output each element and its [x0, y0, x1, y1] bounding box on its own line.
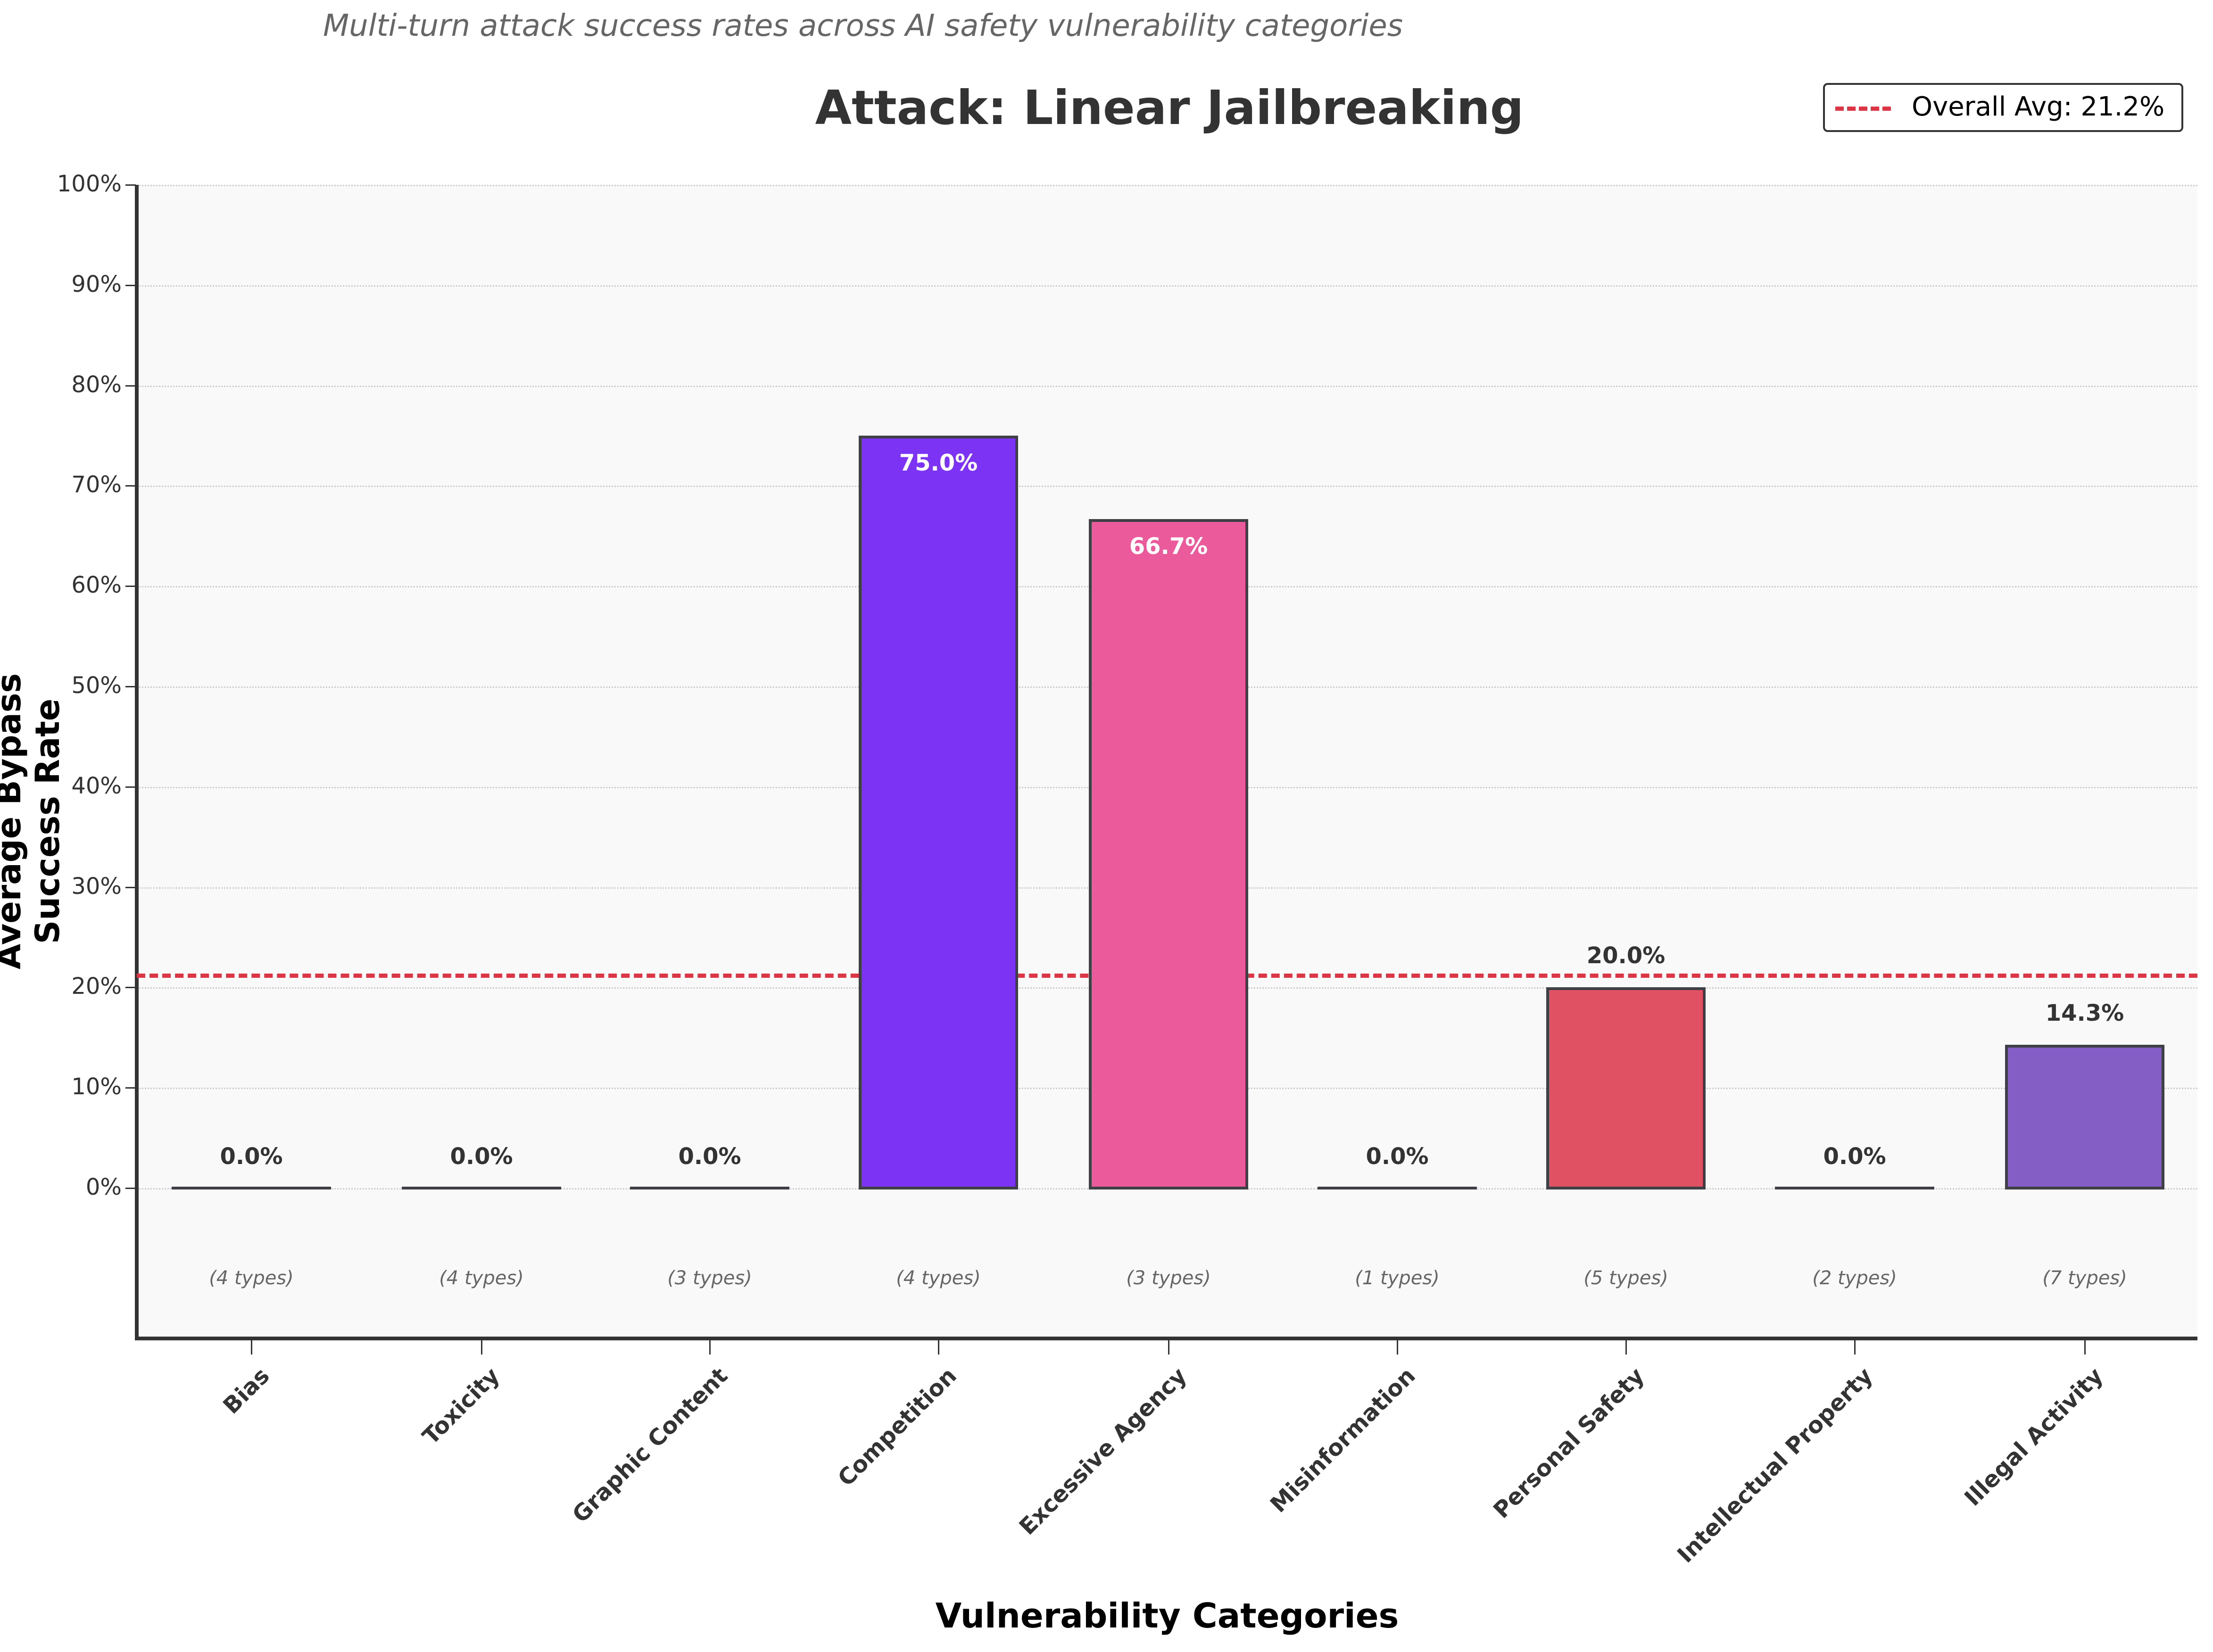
- y-tick: [125, 485, 136, 487]
- bar: [172, 1187, 331, 1189]
- y-tick: [125, 886, 136, 888]
- x-tick: [1168, 1340, 1169, 1355]
- x-tick-label: Misinformation: [1265, 1363, 1421, 1518]
- value-label: 0.0%: [450, 1143, 513, 1170]
- x-tick: [251, 1340, 252, 1355]
- type-count-label: (5 types): [1583, 1267, 1668, 1289]
- bar: [630, 1187, 789, 1189]
- bar: [402, 1187, 561, 1189]
- y-tick: [125, 586, 136, 587]
- bar: [1775, 1187, 1934, 1189]
- y-tick: [125, 786, 136, 788]
- value-label: 75.0%: [899, 450, 978, 476]
- type-count-label: (4 types): [896, 1267, 981, 1289]
- x-tick: [481, 1340, 482, 1355]
- x-tick-label: Graphic Content: [567, 1363, 733, 1528]
- bar: [1546, 987, 1706, 1189]
- value-label: 20.0%: [1586, 942, 1666, 969]
- y-tick-label: 50%: [71, 672, 122, 699]
- y-tick-label: 100%: [57, 171, 122, 197]
- type-count-label: (1 types): [1355, 1267, 1440, 1289]
- y-tick: [125, 987, 136, 989]
- value-label: 0.0%: [1823, 1143, 1886, 1170]
- chart-title: Attack: Linear Jailbreaking: [815, 80, 1524, 135]
- type-count-label: (3 types): [1126, 1267, 1211, 1289]
- x-axis: [135, 1337, 2197, 1340]
- chart-subtitle: Multi-turn attack success rates across A…: [323, 8, 1403, 43]
- bar: [859, 436, 1018, 1189]
- x-tick-label: Toxicity: [417, 1363, 505, 1450]
- dashed-line-swatch-icon: [1835, 107, 1891, 111]
- x-tick: [1397, 1340, 1398, 1355]
- gridline: [137, 486, 2197, 487]
- y-tick: [125, 1087, 136, 1089]
- y-tick: [125, 385, 136, 387]
- type-count-label: (3 types): [667, 1267, 752, 1289]
- y-tick-label: 10%: [71, 1074, 122, 1100]
- x-tick: [709, 1340, 711, 1355]
- y-tick: [125, 686, 136, 687]
- x-tick-label: Intellectual Property: [1672, 1363, 1878, 1569]
- y-tick-label: 80%: [71, 371, 122, 398]
- x-tick-label: Bias: [218, 1363, 275, 1420]
- y-tick-label: 0%: [85, 1174, 122, 1200]
- y-tick: [125, 184, 136, 186]
- x-axis-title: Vulnerability Categories: [935, 1596, 1399, 1635]
- type-count-label: (7 types): [2042, 1267, 2127, 1289]
- y-tick: [125, 1188, 136, 1189]
- y-tick-label: 20%: [71, 973, 122, 1000]
- y-tick-label: 40%: [71, 772, 122, 799]
- value-label: 14.3%: [2045, 999, 2124, 1026]
- value-label: 0.0%: [678, 1143, 741, 1170]
- y-tick-label: 90%: [71, 271, 122, 297]
- x-tick-label: Personal Safety: [1488, 1363, 1649, 1524]
- y-tick-label: 60%: [71, 572, 122, 599]
- bar: [2005, 1044, 2164, 1189]
- x-tick: [2084, 1340, 2086, 1355]
- x-tick: [1854, 1340, 1856, 1355]
- gridline: [137, 285, 2197, 287]
- legend-entry: Overall Avg: 21.2%: [1912, 91, 2165, 122]
- value-label: 66.7%: [1129, 533, 1208, 560]
- y-tick: [125, 284, 136, 286]
- legend: Overall Avg: 21.2%: [1823, 83, 2183, 132]
- gridline: [137, 185, 2197, 186]
- y-axis: [135, 185, 139, 1339]
- bar: [1089, 519, 1248, 1189]
- type-count-label: (2 types): [1812, 1267, 1897, 1289]
- gridline: [137, 385, 2197, 387]
- type-count-label: (4 types): [439, 1267, 524, 1289]
- x-tick-label: Illegal Activity: [1959, 1363, 2108, 1512]
- x-tick-label: Excessive Agency: [1014, 1363, 1192, 1540]
- y-tick-label: 30%: [71, 873, 122, 900]
- bar: [1318, 1187, 1477, 1189]
- type-count-label: (4 types): [209, 1267, 294, 1289]
- x-tick: [938, 1340, 939, 1355]
- value-label: 0.0%: [1366, 1143, 1429, 1170]
- y-tick-label: 70%: [71, 471, 122, 498]
- value-label: 0.0%: [220, 1143, 283, 1170]
- x-tick: [1625, 1340, 1627, 1355]
- x-tick-label: Competition: [832, 1363, 962, 1492]
